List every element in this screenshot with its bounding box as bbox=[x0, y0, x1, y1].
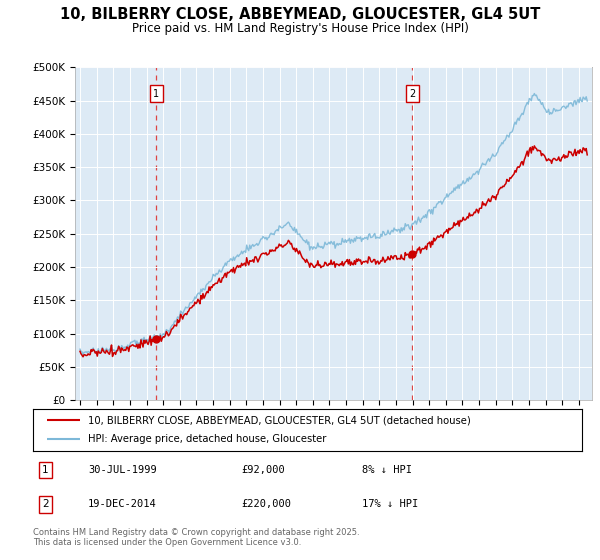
Text: 10, BILBERRY CLOSE, ABBEYMEAD, GLOUCESTER, GL4 5UT: 10, BILBERRY CLOSE, ABBEYMEAD, GLOUCESTE… bbox=[60, 7, 540, 22]
Text: £92,000: £92,000 bbox=[242, 465, 286, 475]
Text: 10, BILBERRY CLOSE, ABBEYMEAD, GLOUCESTER, GL4 5UT (detached house): 10, BILBERRY CLOSE, ABBEYMEAD, GLOUCESTE… bbox=[88, 415, 470, 425]
Text: HPI: Average price, detached house, Gloucester: HPI: Average price, detached house, Glou… bbox=[88, 435, 326, 445]
Text: 8% ↓ HPI: 8% ↓ HPI bbox=[362, 465, 412, 475]
Text: 2: 2 bbox=[42, 500, 49, 510]
Text: 2: 2 bbox=[409, 89, 415, 99]
Text: 30-JUL-1999: 30-JUL-1999 bbox=[88, 465, 157, 475]
Text: 17% ↓ HPI: 17% ↓ HPI bbox=[362, 500, 419, 510]
Text: This data is licensed under the Open Government Licence v3.0.: This data is licensed under the Open Gov… bbox=[33, 538, 301, 547]
Text: 19-DEC-2014: 19-DEC-2014 bbox=[88, 500, 157, 510]
Text: 1: 1 bbox=[42, 465, 49, 475]
Text: Contains HM Land Registry data © Crown copyright and database right 2025.: Contains HM Land Registry data © Crown c… bbox=[33, 528, 359, 536]
Text: 1: 1 bbox=[153, 89, 159, 99]
Text: £220,000: £220,000 bbox=[242, 500, 292, 510]
Text: Price paid vs. HM Land Registry's House Price Index (HPI): Price paid vs. HM Land Registry's House … bbox=[131, 22, 469, 35]
